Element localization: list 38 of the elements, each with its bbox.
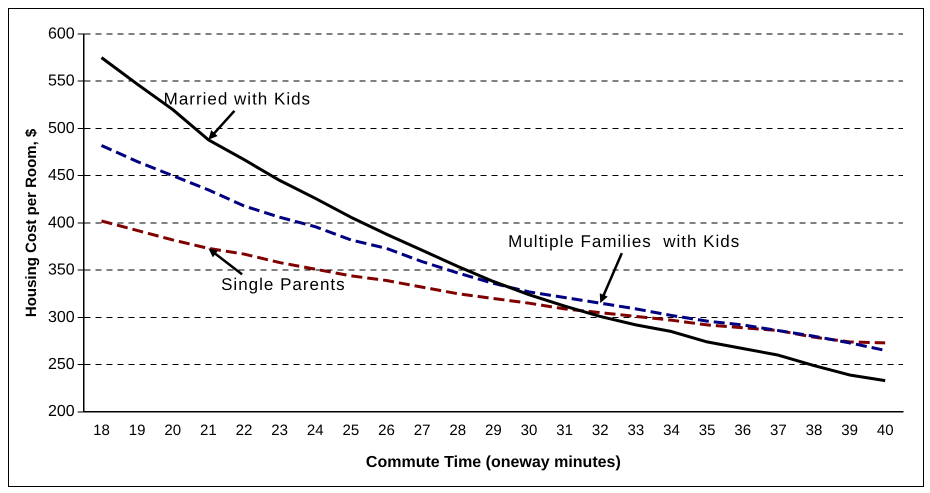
y-tick-label: 300: [48, 308, 75, 326]
y-tick-label: 450: [48, 167, 75, 184]
y-tick-label: 400: [48, 214, 75, 232]
x-tick-label: 39: [841, 422, 858, 439]
x-tick-label: 20: [164, 422, 182, 439]
annotation: Single Parents: [221, 275, 346, 294]
x-tick-label: 40: [876, 422, 894, 439]
x-tick-label: 34: [663, 422, 680, 439]
annotation: Multiple Families with Kids: [508, 232, 740, 251]
y-tick-label: 500: [48, 120, 75, 137]
y-tick-label: 200: [48, 403, 75, 420]
x-tick-label: 31: [556, 422, 573, 439]
x-tick-label: 25: [342, 422, 360, 439]
x-tick-label: 35: [698, 422, 716, 439]
annotation: Married with Kids: [164, 89, 312, 108]
y-tick-label: 250: [48, 356, 75, 373]
x-tick-label: 21: [200, 422, 217, 439]
x-tick-label: 27: [414, 422, 430, 439]
y-tick-label: 350: [48, 262, 75, 279]
x-tick-label: 26: [378, 422, 395, 439]
line-series: [100, 220, 887, 344]
x-tick-label: 29: [485, 422, 502, 439]
x-tick-label: 32: [592, 422, 609, 439]
x-tick-label: 18: [93, 422, 110, 439]
x-tick-label: 19: [128, 422, 146, 439]
y-axis-title: Housing Cost per Room, $: [23, 128, 40, 318]
y-tick-label: 550: [48, 72, 75, 90]
x-axis-title: Commute Time (oneway minutes): [366, 454, 621, 471]
x-tick-label: 30: [520, 422, 538, 439]
x-tick-label: 36: [734, 422, 752, 439]
x-tick-label: 38: [806, 422, 822, 439]
x-tick-label: 22: [236, 422, 252, 439]
x-tick-label: 24: [306, 422, 324, 439]
x-tick-label: 23: [271, 422, 288, 439]
y-tick-label: 600: [48, 25, 75, 42]
x-tick-label: 37: [770, 422, 787, 439]
x-tick-label: 28: [449, 422, 466, 439]
x-tick-label: 33: [627, 422, 644, 439]
